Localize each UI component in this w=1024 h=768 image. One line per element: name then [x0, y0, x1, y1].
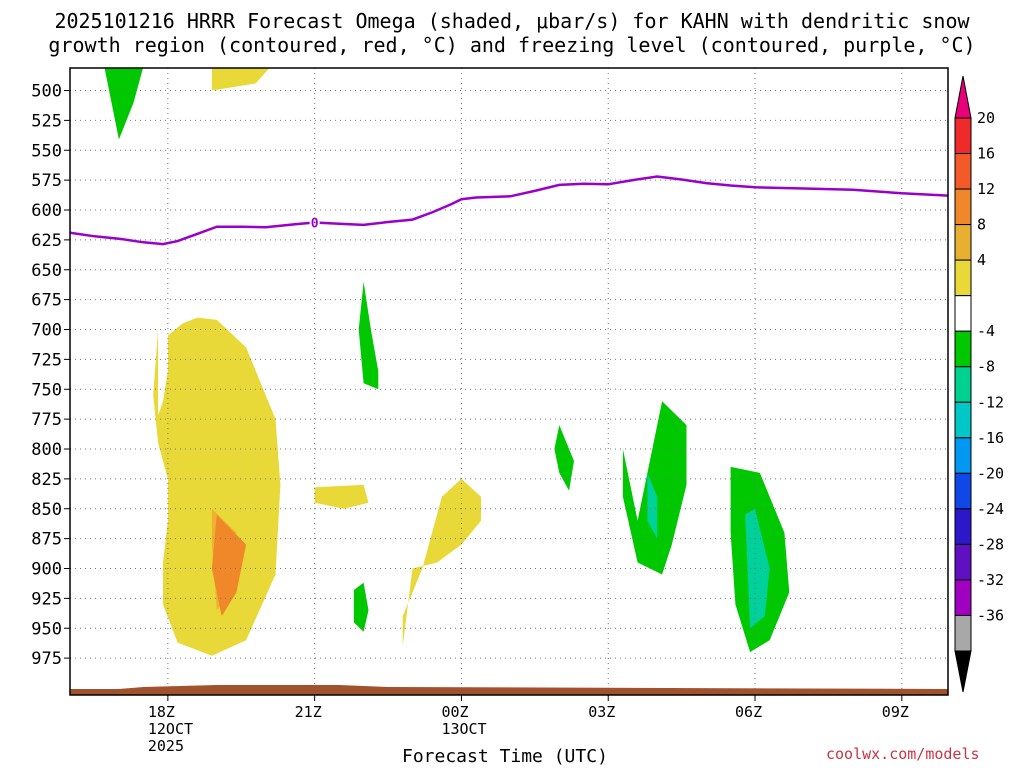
omega-region-5	[211, 514, 247, 617]
colorbar-box	[954, 153, 972, 190]
watermark-text: coolwx.com/models	[826, 745, 980, 763]
colorbar-box	[954, 543, 972, 581]
y-tick-label: 900	[31, 560, 62, 580]
y-tick-label: 925	[31, 589, 62, 609]
x-tick-label: 12OCT	[148, 720, 193, 738]
omega-region-3	[153, 317, 281, 656]
y-tick-label: 625	[31, 231, 62, 251]
y-tick-label: 800	[31, 440, 62, 460]
omega-region-6	[358, 281, 379, 390]
colorbar-label: -16	[977, 429, 1004, 447]
colorbar-label: 8	[977, 216, 986, 234]
omega-region-12	[647, 472, 658, 539]
y-tick-label: 500	[31, 82, 62, 102]
plot-frame	[69, 67, 949, 696]
x-tick-label: 13OCT	[441, 720, 486, 738]
freezing-level-label: 0	[311, 217, 319, 232]
x-tick-label: 18Z	[148, 703, 175, 721]
omega-region-1	[104, 68, 144, 140]
chart-title-line-2: growth region (contoured, red, °C) and f…	[48, 33, 976, 57]
terrain-strip	[70, 685, 948, 695]
x-tick-label: 03Z	[588, 703, 615, 721]
colorbar-box	[954, 579, 972, 616]
x-tick-label: 21Z	[295, 703, 322, 721]
colorbar-label: -20	[977, 464, 1004, 482]
colorbar-box	[954, 224, 972, 261]
freezing-level-line	[70, 175, 948, 246]
colorbar-label: -4	[977, 322, 995, 340]
omega-region-10	[554, 425, 574, 491]
colorbar-box	[954, 259, 972, 297]
x-tick-label: 2025	[148, 737, 184, 755]
chart-title-line-1: 2025101216 HRRR Forecast Omega (shaded, …	[54, 9, 970, 33]
colorbar-box	[954, 437, 972, 474]
omega-region-2	[211, 68, 270, 91]
colorbar-label: -12	[977, 393, 1004, 411]
colorbar-label: -24	[977, 500, 1004, 518]
y-tick-label: 750	[31, 380, 62, 400]
colorbar-label: 20	[977, 109, 995, 127]
colorbar-box	[954, 330, 972, 368]
y-tick-label: 675	[31, 291, 62, 311]
colorbar-box	[954, 366, 972, 403]
colorbar-top-arrow	[954, 75, 972, 119]
omega-region-14	[745, 508, 770, 629]
y-tick-label: 550	[31, 141, 62, 161]
y-tick-label: 850	[31, 500, 62, 520]
y-tick-label: 875	[31, 530, 62, 550]
colorbar-box	[954, 614, 972, 652]
colorbar-box	[954, 188, 972, 226]
omega-region-9	[402, 478, 481, 647]
x-tick-label: 06Z	[735, 703, 762, 721]
y-tick-label: 650	[31, 261, 62, 281]
colorbar-box	[954, 508, 972, 545]
y-tick-label: 775	[31, 410, 62, 430]
colorbar-box	[954, 472, 972, 510]
y-tick-label: 975	[31, 649, 62, 669]
freezing-level-label-bg	[309, 215, 320, 230]
y-tick-label: 725	[31, 350, 62, 370]
colorbar-label: 12	[977, 180, 995, 198]
omega-region-11	[622, 401, 687, 575]
colorbar-label: -28	[977, 535, 1004, 553]
y-tick-label: 700	[31, 321, 62, 341]
x-tick-label: 00Z	[441, 703, 468, 721]
colorbar-label: 16	[977, 145, 995, 163]
omega-region-7	[314, 484, 369, 509]
colorbar-label: -36	[977, 606, 1004, 624]
y-tick-label: 825	[31, 470, 62, 490]
y-tick-label: 600	[31, 201, 62, 221]
colorbar-box	[954, 295, 972, 332]
y-tick-label: 575	[31, 171, 62, 191]
y-tick-label: 525	[31, 111, 62, 131]
omega-region-8	[353, 582, 369, 632]
x-tick-label: 09Z	[882, 703, 909, 721]
colorbar-label: 4	[977, 251, 986, 269]
colorbar-box	[954, 117, 972, 155]
colorbar-label: -8	[977, 358, 995, 376]
x-axis-title: Forecast Time (UTC)	[402, 746, 608, 767]
colorbar-box	[954, 401, 972, 439]
y-tick-label: 950	[31, 619, 62, 639]
colorbar-bottom-arrow	[954, 650, 972, 693]
colorbar-label: -32	[977, 571, 1004, 589]
